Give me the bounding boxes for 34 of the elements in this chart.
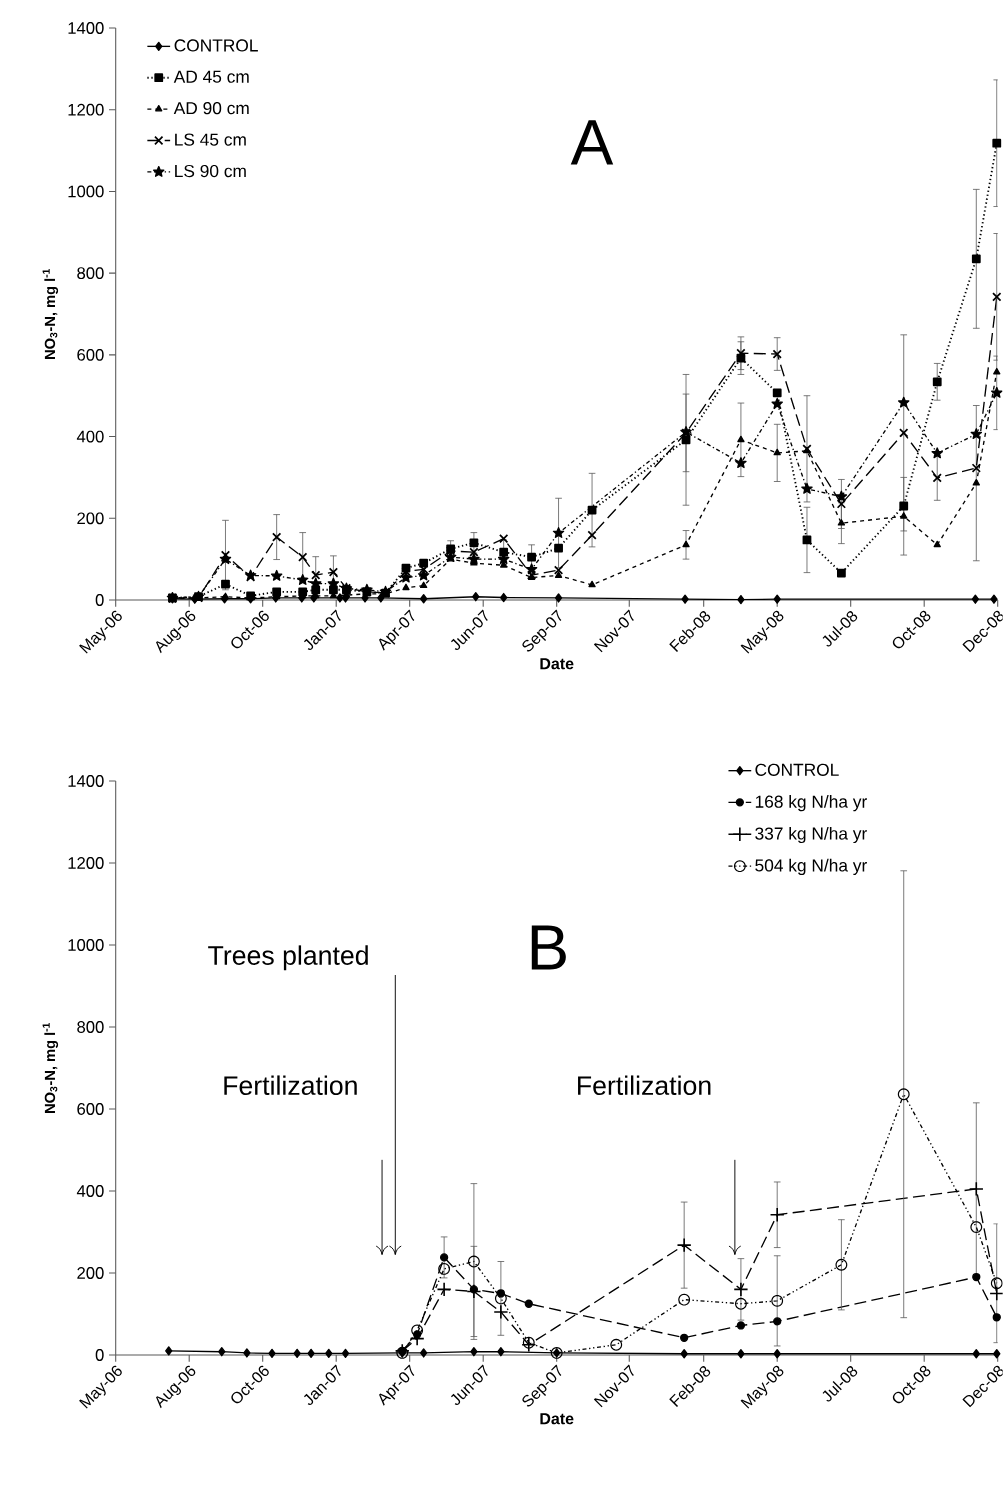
x-axis-title: Date	[540, 1413, 574, 1425]
y-tick-label: 0	[95, 594, 104, 606]
legend-label: AD 45 cm	[173, 70, 249, 83]
legend-label: 337 kg N/ha yr	[755, 826, 868, 844]
y-tick-label: 200	[77, 512, 104, 525]
legend-label: 504 kg N/ha yr	[755, 858, 868, 876]
y-tick-label: 0	[95, 1349, 104, 1361]
annotation: Trees planted	[208, 945, 368, 971]
text: A	[570, 120, 614, 165]
y-tick-label: 1200	[68, 103, 104, 116]
y-tick-label: 400	[77, 430, 104, 443]
legend-label: 168 kg N/ha yr	[756, 795, 868, 812]
y-tick-label: 1400	[68, 775, 104, 787]
legend-label: LS 90 cm	[175, 164, 246, 178]
annotation: Fertilization	[224, 1075, 357, 1095]
x-axis-title: Date	[540, 658, 574, 670]
y-tick-label: 200	[77, 1267, 104, 1279]
y-tick-label: 1400	[68, 22, 104, 34]
legend-label: CONTROL	[755, 763, 839, 776]
y-tick-label: 800	[77, 267, 104, 280]
y-tick-label: 400	[77, 1185, 104, 1197]
y-tick-label: 1000	[68, 939, 104, 951]
y-axis-title: NO$_{3}$-N, mg l$^{-1}$	[42, 268, 59, 359]
legend-label: LS 45 cm	[175, 133, 246, 146]
y-tick-label: 600	[77, 348, 104, 361]
legend-label: CONTROL	[174, 39, 259, 52]
annotation: Fertilization	[578, 1075, 711, 1095]
y-tick-label: 1200	[68, 857, 104, 869]
y-tick-label: 1000	[68, 185, 104, 198]
y-tick-label: 800	[77, 1021, 104, 1033]
text: B	[531, 925, 567, 970]
y-tick-label: 600	[77, 1103, 104, 1115]
y-axis-title: NO$_{3}$-N, mg l$^{-1}$	[42, 1022, 59, 1113]
legend-label: AD 90 cm	[173, 102, 249, 115]
